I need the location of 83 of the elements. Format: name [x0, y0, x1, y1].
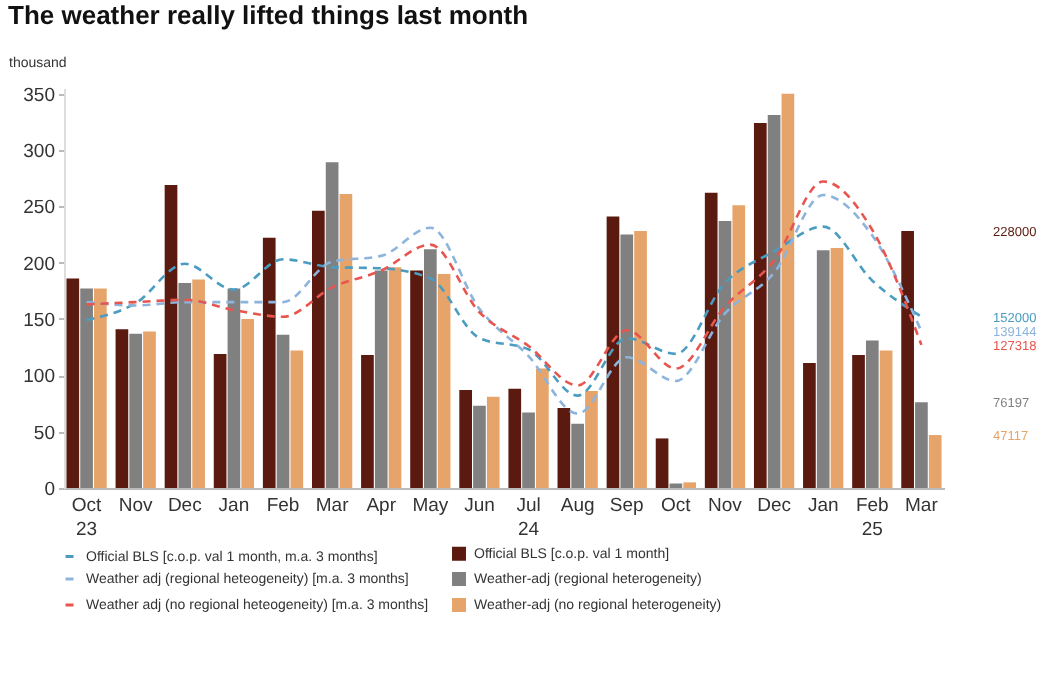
- bar: [508, 388, 522, 488]
- bar: [66, 278, 80, 488]
- bar: [94, 288, 107, 488]
- line-series: [85, 180, 923, 387]
- bar: [732, 205, 746, 488]
- bar: [901, 231, 914, 488]
- bar: [522, 412, 535, 488]
- x-tick-label: Dec: [167, 495, 203, 517]
- bar: [178, 282, 192, 488]
- bar: [683, 482, 697, 488]
- bar: [486, 396, 500, 488]
- x-tick-label: Jun: [464, 495, 495, 517]
- x-tick-label: Feb 25: [855, 495, 889, 541]
- bar: [129, 333, 143, 488]
- x-tick-label: Mar: [905, 495, 938, 517]
- y-tick-label: 200: [23, 253, 55, 276]
- bar: [915, 402, 928, 488]
- x-tick-label: Apr: [366, 495, 397, 517]
- bar: [865, 340, 879, 488]
- bar: [879, 350, 893, 488]
- bar: [388, 267, 402, 488]
- x-tick-label: Jan: [807, 495, 839, 517]
- x-tick-label: Jul 24: [516, 495, 541, 541]
- y-tick-label: 50: [33, 422, 55, 445]
- line-series: [85, 193, 923, 415]
- bar: [115, 329, 129, 488]
- y-tick-label: 150: [23, 309, 55, 332]
- bar: [620, 234, 634, 488]
- bar: [767, 115, 781, 488]
- bar: [816, 250, 830, 488]
- bar: [262, 237, 276, 488]
- bar: [143, 331, 156, 488]
- bar: [311, 210, 325, 488]
- bar: [704, 192, 718, 488]
- bar: [192, 279, 205, 488]
- y-tick-label: 100: [23, 366, 55, 389]
- x-tick-label: Aug: [560, 495, 595, 517]
- bar: [753, 122, 767, 488]
- chart-title: The weather really lifted things last month: [8, 0, 529, 30]
- bar: [830, 248, 844, 488]
- bar: [928, 435, 942, 488]
- bar: [290, 350, 304, 488]
- bar: [634, 231, 647, 488]
- x-tick-label: May: [412, 495, 449, 517]
- bar: [557, 408, 571, 488]
- bar: [213, 353, 227, 488]
- bar: [718, 220, 732, 488]
- x-tick-label: Dec: [757, 495, 792, 517]
- bar: [361, 355, 374, 488]
- x-tick-label: Feb: [266, 495, 300, 517]
- bar: [164, 184, 178, 488]
- bar: [781, 93, 795, 488]
- bar: [606, 216, 620, 488]
- bar: [325, 162, 339, 488]
- x-tick-label: Nov: [118, 495, 154, 517]
- x-tick-label: Oct: [661, 495, 692, 517]
- bar: [339, 193, 353, 488]
- bar: [410, 270, 423, 488]
- bar: [374, 270, 388, 488]
- y-tick-label: 250: [23, 197, 55, 220]
- y-tick-label: 0: [44, 479, 55, 501]
- bar: [536, 368, 549, 488]
- bar: [424, 249, 437, 488]
- line-series: [85, 225, 923, 397]
- y-tick-label: 350: [23, 84, 55, 107]
- bar: [655, 438, 669, 488]
- x-tick-label: Oct 23: [71, 495, 103, 541]
- bar: [473, 405, 486, 488]
- bar: [241, 318, 255, 488]
- bar: [227, 288, 241, 488]
- bar: [459, 389, 472, 488]
- bar: [571, 423, 584, 488]
- bar: [803, 362, 816, 488]
- x-tick-label: Jan: [218, 495, 250, 517]
- y-tick-label: 300: [23, 140, 55, 163]
- bar: [852, 355, 865, 488]
- bar: [585, 391, 598, 488]
- x-tick-label: Mar: [315, 495, 349, 517]
- x-tick-label: Nov: [708, 495, 743, 517]
- bar: [80, 288, 93, 488]
- x-tick-label: Sep: [609, 495, 644, 517]
- bar: [437, 273, 451, 488]
- bar: [276, 334, 290, 488]
